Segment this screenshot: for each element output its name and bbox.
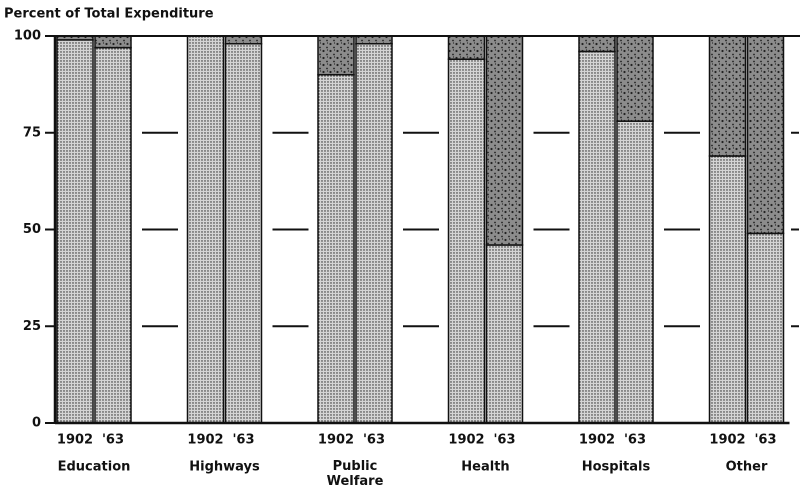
bar-label: 1902: [709, 433, 745, 448]
bar-label: 1902: [57, 433, 93, 448]
y-tick-label: 75: [23, 125, 41, 140]
y-tick-label: 25: [23, 319, 41, 334]
bar-label: 1902: [318, 433, 354, 448]
bar-segment: [616, 35, 654, 122]
bar-segment: [708, 35, 747, 157]
bar-segment: [578, 50, 616, 424]
y-tick-label: 50: [23, 222, 41, 237]
bar-segment: [447, 35, 486, 60]
bar-segment: [746, 232, 785, 424]
bar-segment: [224, 35, 263, 45]
category-label: Education: [58, 460, 131, 475]
bar-label: 1902: [448, 433, 484, 448]
bar-segment: [485, 244, 524, 424]
bar-label: 1902: [187, 433, 223, 448]
bar-segment: [355, 35, 393, 45]
category-label: Other: [726, 460, 768, 475]
bar-segment: [708, 155, 747, 424]
category-label: Hospitals: [582, 460, 651, 475]
bar-segment: [94, 35, 132, 49]
bar-segment: [578, 35, 616, 53]
bar-segment: [485, 35, 524, 246]
bar-segment: [746, 35, 785, 235]
y-tick-label: 0: [32, 416, 41, 431]
y-tick-label: 100: [14, 29, 41, 44]
bar-label: '63: [493, 433, 515, 448]
bar-segment: [224, 42, 263, 424]
bar-segment: [186, 35, 225, 424]
bar-segment: [56, 39, 94, 424]
bar-label: 1902: [579, 433, 615, 448]
category-label: Highways: [189, 460, 260, 475]
chart-title: Percent of Total Expenditure: [4, 7, 214, 22]
bar-segment: [447, 58, 486, 424]
bar-segment: [616, 120, 654, 424]
category-label: Public Welfare: [327, 459, 384, 489]
bar-label: '63: [102, 433, 124, 448]
bar-label: '63: [363, 433, 385, 448]
bar-segment: [355, 42, 393, 424]
bar-segment: [317, 73, 355, 424]
bar-segment: [317, 35, 355, 76]
bar-label: '63: [232, 433, 254, 448]
bar-label: '63: [754, 433, 776, 448]
bar-segment: [94, 46, 132, 424]
category-label: Health: [461, 460, 509, 475]
bar-label: '63: [624, 433, 646, 448]
